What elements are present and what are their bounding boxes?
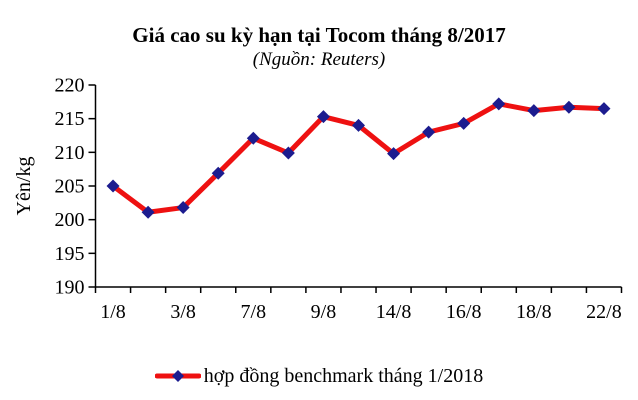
x-tick-label: 3/8 bbox=[170, 301, 196, 323]
chart-subtitle: (Nguồn: Reuters) bbox=[252, 49, 386, 70]
legend-series-marker-icon bbox=[154, 370, 201, 382]
data-point-marker bbox=[492, 97, 506, 111]
x-tick-label: 18/8 bbox=[516, 301, 552, 323]
x-tick-label: 7/8 bbox=[241, 301, 267, 323]
y-tick-label: 220 bbox=[55, 75, 85, 97]
y-axis-title: Yên/kg bbox=[13, 157, 35, 216]
y-tick-label: 190 bbox=[55, 277, 85, 299]
chart-title: Giá cao su kỳ hạn tại Tocom tháng 8/2017 bbox=[132, 23, 506, 47]
legend: hợp đồng benchmark tháng 1/2018 bbox=[0, 366, 638, 386]
legend-diamond-icon bbox=[171, 370, 184, 382]
y-tick-label: 195 bbox=[55, 243, 85, 265]
data-point-marker bbox=[246, 131, 260, 145]
data-point-marker bbox=[281, 146, 295, 160]
y-tick-label: 200 bbox=[55, 209, 85, 231]
x-tick-label: 16/8 bbox=[446, 301, 482, 323]
data-point-marker bbox=[352, 118, 365, 132]
data-point-marker bbox=[387, 147, 401, 161]
legend-label: hợp đồng benchmark tháng 1/2018 bbox=[203, 365, 484, 387]
data-point-marker bbox=[176, 201, 190, 215]
data-point-marker bbox=[316, 110, 330, 124]
y-tick-label: 210 bbox=[55, 142, 85, 164]
data-point-marker bbox=[422, 125, 436, 139]
y-tick-label: 215 bbox=[55, 108, 85, 130]
x-tick-label: 22/8 bbox=[586, 301, 622, 323]
data-point-marker bbox=[527, 104, 541, 118]
x-tick-label: 14/8 bbox=[376, 301, 412, 323]
data-point-marker bbox=[562, 100, 576, 114]
data-point-marker bbox=[141, 205, 155, 219]
x-tick-label: 9/8 bbox=[311, 301, 337, 323]
data-point-marker bbox=[457, 116, 471, 130]
data-point-marker bbox=[211, 166, 225, 180]
data-point-marker bbox=[106, 179, 120, 193]
y-tick-label: 205 bbox=[55, 176, 85, 198]
x-tick-label: 1/8 bbox=[100, 301, 126, 323]
data-point-marker bbox=[597, 102, 611, 116]
